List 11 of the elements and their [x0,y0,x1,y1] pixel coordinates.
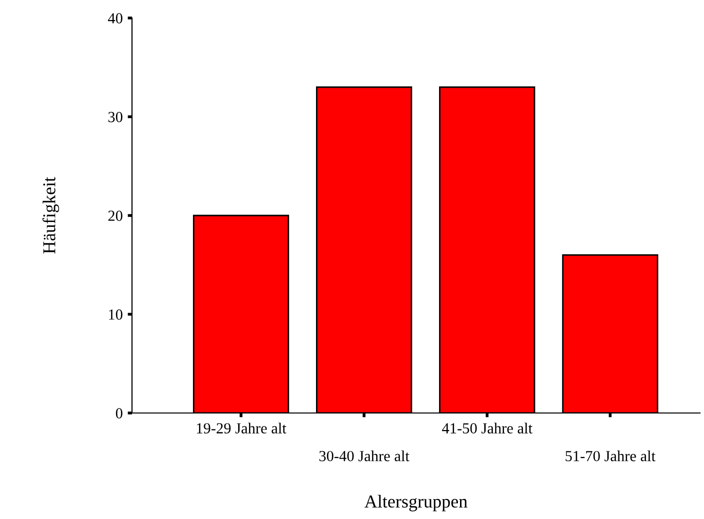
y-tick-label: 0 [116,408,122,418]
y-tick-label: 40 [108,13,122,24]
x-tick-label: 19-29 Jahre alt [196,422,286,434]
x-axis-title: Altersgruppen [364,494,468,512]
x-tick-label: 51-70 Jahre alt [566,450,656,462]
x-tick-label: 41-50 Jahre alt [442,422,532,434]
y-tick-label: 10 [109,309,122,320]
y-axis-title: Häufigkeit [42,177,60,254]
y-tick-label: 30 [108,112,122,122]
y-tick-label: 20 [108,210,122,221]
x-tick-label: 30-40 Jahre alt [319,450,410,462]
